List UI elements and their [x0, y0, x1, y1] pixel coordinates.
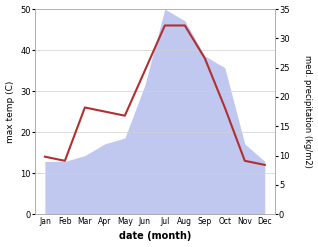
Y-axis label: med. precipitation (kg/m2): med. precipitation (kg/m2) — [303, 55, 313, 168]
Y-axis label: max temp (C): max temp (C) — [5, 80, 15, 143]
X-axis label: date (month): date (month) — [119, 231, 191, 242]
